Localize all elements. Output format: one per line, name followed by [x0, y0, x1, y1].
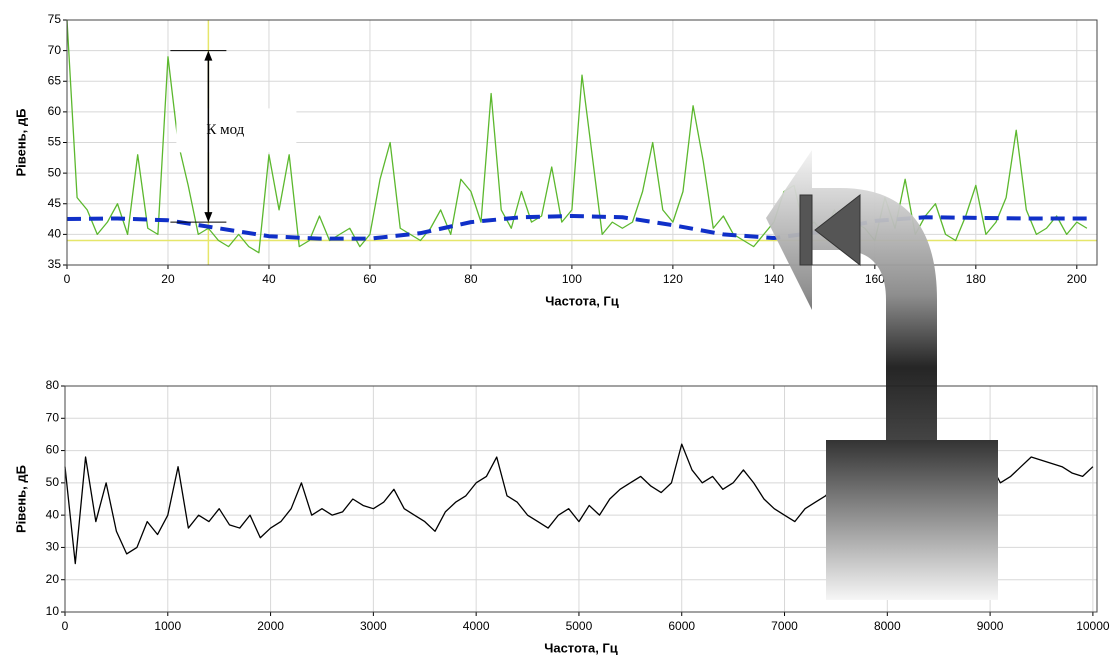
y-tick-label: 50: [48, 165, 62, 179]
plot-frame: [66, 19, 1098, 266]
annotation-label: К мод: [206, 122, 244, 138]
x-tick-label: 5000: [566, 619, 593, 633]
annotation-box: [176, 108, 297, 153]
x-tick-label: 180: [966, 272, 986, 286]
y-tick-label: 50: [46, 475, 60, 489]
y-tick-label: 45: [48, 196, 62, 210]
plot: 35 40 45 50 55 60 65 70 75 0 20 40 60 80 100 120 140 160 1…: [13, 12, 1098, 308]
y-tick-label: 30: [46, 540, 60, 554]
x-tick-label: 40: [262, 272, 276, 286]
arrow-head: [204, 50, 213, 61]
x-tick-label: 8000: [874, 619, 901, 633]
x-tick-label: 80: [464, 272, 478, 286]
x-tick-label: 4000: [463, 619, 490, 633]
x-tick-label: 20: [161, 272, 175, 286]
y-tick-label: 70: [48, 43, 62, 57]
plot-frame: [64, 385, 1098, 613]
x-tick-label: 0: [62, 619, 69, 633]
y-tick-label: 40: [46, 507, 60, 521]
x-tick-label: 10000: [1076, 619, 1110, 633]
y-tick-label: 70: [46, 410, 60, 424]
y-tick-label: 20: [46, 572, 60, 586]
x-tick-label: 200: [1067, 272, 1087, 286]
y-tick-label: 60: [46, 443, 60, 457]
x-axis-title: Частота, Гц: [545, 293, 619, 308]
y-axis-title: Рівень, дБ: [13, 465, 28, 533]
x-tick-label: 3000: [360, 619, 387, 633]
y-tick-label: 40: [48, 227, 62, 241]
y-tick-label: 35: [48, 257, 62, 271]
y-tick-label: 60: [48, 104, 62, 118]
y-axis-title: Рівень, дБ: [13, 109, 28, 177]
y-tick-label: 80: [46, 378, 60, 392]
y-tick-label: 10: [46, 604, 60, 618]
x-tick-label: 7000: [771, 619, 798, 633]
x-tick-label: 100: [562, 272, 582, 286]
x-tick-label: 120: [663, 272, 683, 286]
x-tick-label: 60: [363, 272, 377, 286]
x-tick-label: 6000: [668, 619, 695, 633]
icon-bar: [799, 194, 813, 266]
x-tick-label: 160: [865, 272, 885, 286]
y-tick-label: 75: [48, 12, 62, 26]
x-tick-label: 1000: [154, 619, 181, 633]
x-tick-label: 0: [64, 272, 71, 286]
x-tick-label: 2000: [257, 619, 284, 633]
x-tick-label: 9000: [977, 619, 1004, 633]
y-tick-label: 55: [48, 135, 62, 149]
arrow-head: [204, 212, 213, 223]
icon-triangle: [814, 193, 861, 267]
gradient-box: [826, 440, 998, 600]
decoration: [766, 150, 998, 600]
y-tick-label: 65: [48, 73, 62, 87]
x-axis-title: Частота, Гц: [544, 640, 618, 655]
x-tick-label: 140: [764, 272, 784, 286]
